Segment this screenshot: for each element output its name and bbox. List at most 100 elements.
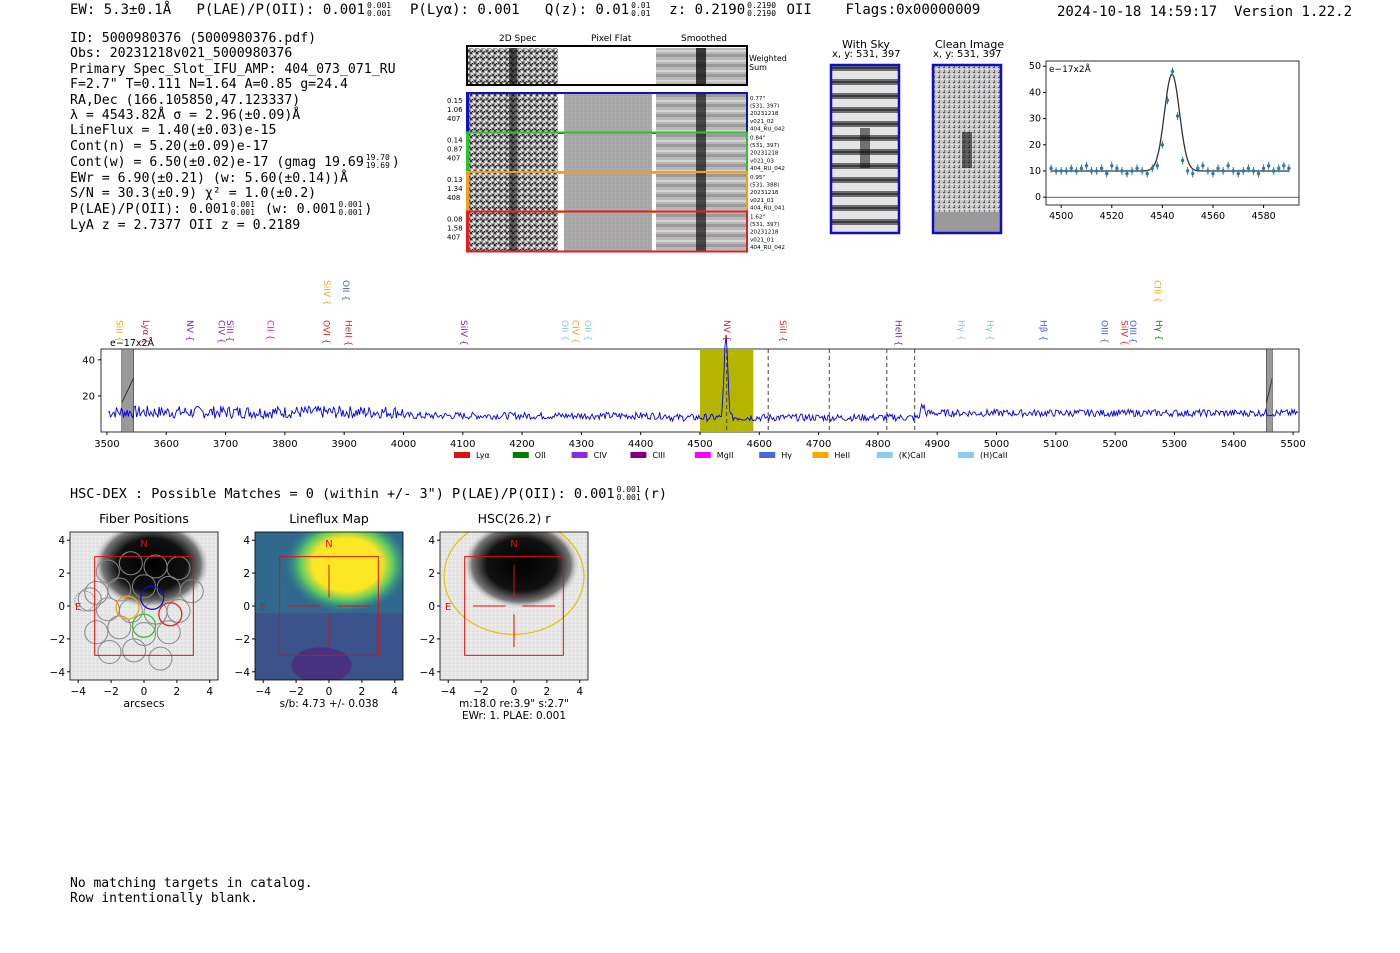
zoom-data-point — [1079, 166, 1084, 171]
zoom-data-point — [1074, 169, 1079, 173]
zoom-xtick-label: 4560 — [1201, 211, 1225, 222]
info-plae: P(LAE)/P(OII): 0.001 0.001 0.001 (w: 0.001… — [70, 200, 373, 218]
cutout-row-meta: (531, 397) — [750, 143, 779, 149]
cutout-smoothed-line — [696, 212, 706, 251]
weighted-sum-row — [466, 45, 748, 86]
spectrum-legend-swatch — [630, 452, 647, 458]
spectrum-line-marker: CII { — [265, 320, 275, 340]
zoom-data-point — [1145, 171, 1149, 176]
zoom-data-point — [1160, 143, 1165, 147]
spectrum-line-marker: CIII { — [1151, 280, 1161, 303]
cutout-row-meta: (531, 397) — [750, 104, 779, 110]
spectrum-line-marker: CIV { — [570, 320, 580, 344]
image-panel: HSC(26.2) r N E 4 2 0 −2 −4 −4 −2 0 2 4 m:18.0 re:3.9… — [420, 511, 589, 722]
highlighted-fiber — [131, 613, 157, 638]
cutout-row-meta: 404_RU_042 — [750, 166, 785, 172]
fiber-circle — [156, 620, 181, 645]
cutout-row-color-bar — [466, 173, 469, 211]
spectrum-line-marker: SiII { — [224, 320, 234, 342]
spectrum-xtick-label: 5500 — [1280, 439, 1305, 450]
spectrum-line-marker: OII { — [559, 320, 569, 341]
panel-ytick-label: 2 — [243, 568, 250, 580]
spectrum-legend-label: HeII — [834, 451, 850, 460]
info-contn: Cont(n) = 5.20(±0.09)e-17 — [70, 138, 269, 154]
info-id: ID: 5000980376 (5000980376.pdf) — [70, 31, 317, 46]
bright-source — [463, 532, 580, 609]
info-primary: Primary Spec_Slot_IFU_AMP: 404_073_071_R… — [70, 61, 396, 77]
cutout-2d-line — [509, 94, 517, 132]
image-panel-title: HSC(26.2) r — [478, 511, 552, 526]
info-lambda: λ = 4543.82Å σ = 2.96(±0.09)Å — [70, 108, 301, 124]
fiber-circle — [95, 559, 120, 584]
spectrum-line-marker: Hγ { — [1153, 320, 1163, 341]
fiber-circle — [122, 638, 147, 663]
cutout-row-color-bar — [466, 94, 469, 132]
zoom-data-point — [1226, 164, 1230, 168]
panel-xtick-label: −4 — [255, 686, 271, 698]
zoom-ytick-label: 50 — [1029, 61, 1041, 72]
zoom-data-point — [1256, 171, 1261, 176]
panel-ytick-label: 4 — [58, 535, 65, 547]
cutout-row-weight: 0.13 — [447, 176, 463, 184]
spectrum-ytick-label: 20 — [82, 391, 95, 402]
zoom-data-point — [1150, 166, 1154, 171]
spectrum-line — [107, 334, 1299, 423]
zoom-data-point — [1064, 169, 1068, 173]
zoom-ytick-label: 20 — [1029, 140, 1041, 151]
spectrum-xtick-label: 5000 — [984, 439, 1009, 450]
panel-ytick-label: −2 — [420, 634, 435, 646]
panel-xlabel: arcsecs — [123, 697, 165, 710]
spectrum-xtick-label: 4400 — [628, 439, 653, 450]
zoom-data-point — [1261, 166, 1266, 171]
zoom-data-point — [1246, 166, 1251, 171]
zoom-data-point — [1180, 158, 1185, 163]
zoom-data-point — [1094, 169, 1099, 173]
spectrum-legend-label: CIII — [652, 451, 665, 460]
zoom-fit-chart: 0 10 20 30 40 50 4500 4520 4540 4560 4580 e−17x2Å — [1029, 60, 1300, 222]
zoom-data-point — [1110, 164, 1114, 168]
header-bar: EW: 5.3±0.1Å P(LAE)/P(OII): 0.001 0.001 0.… — [70, 1, 980, 19]
highlighted-fiber — [140, 585, 165, 610]
spectrum-xtick-label: 5300 — [1162, 439, 1187, 450]
fiber-circle — [107, 577, 132, 602]
zoom-data-point — [1287, 166, 1291, 171]
panel-ytick-label: 4 — [243, 535, 250, 547]
timestamp: 2024-10-18 14:59:17 — [1057, 4, 1218, 20]
zoom-data-point — [1115, 166, 1119, 171]
panel-xtick-label: 4 — [391, 686, 398, 698]
zoom-data-point — [1211, 171, 1215, 176]
spectrum-legend-label: OII — [535, 451, 546, 460]
zoom-xtick-label: 4520 — [1100, 211, 1124, 222]
zoom-data-point — [1191, 171, 1195, 176]
compass-east: E — [75, 602, 81, 613]
spectrum-legend-swatch — [512, 452, 529, 458]
spectrum-line-marker: SiIV { — [321, 280, 331, 306]
zoom-data-point — [1140, 169, 1144, 173]
cutout-row-meta: 404_RU_041 — [750, 205, 785, 211]
cutout-row-weight: 1.34 — [447, 185, 463, 193]
cutout-row-meta: v021_01 — [750, 198, 774, 204]
spectrum-xtick-label: 4500 — [687, 439, 712, 450]
clean-image-title: Clean Image — [935, 38, 1005, 51]
compass-north: N — [510, 539, 517, 550]
image-panel-title: Fiber Positions — [99, 511, 189, 526]
cutout-pixel-flat — [564, 94, 652, 132]
panel-ytick-label: −4 — [235, 667, 251, 679]
plya-readout: P(Lyα): 0.001 — [409, 2, 520, 18]
fiber-circle — [148, 646, 173, 671]
zoom-data-point — [1206, 169, 1210, 173]
panel-ytick-label: 0 — [428, 601, 435, 613]
panel-ytick-label: −4 — [50, 667, 66, 679]
spectrum-line-marker: Hβ { — [1037, 320, 1047, 341]
spectrum-line-marker: OII { — [582, 320, 592, 341]
zoom-data-point — [1185, 169, 1190, 173]
zoom-data-point — [1277, 166, 1281, 171]
spectrum-line-marker: NV { — [721, 320, 731, 341]
zoom-data-point — [1231, 169, 1235, 173]
zoom-data-point — [1175, 114, 1180, 118]
zoom-ytick-label: 10 — [1029, 166, 1041, 177]
zoom-axes-frame — [1045, 60, 1300, 206]
qz-range: 0.01 0.01 — [631, 1, 651, 18]
with-sky-xy: x, y: 531, 397 — [832, 49, 901, 60]
